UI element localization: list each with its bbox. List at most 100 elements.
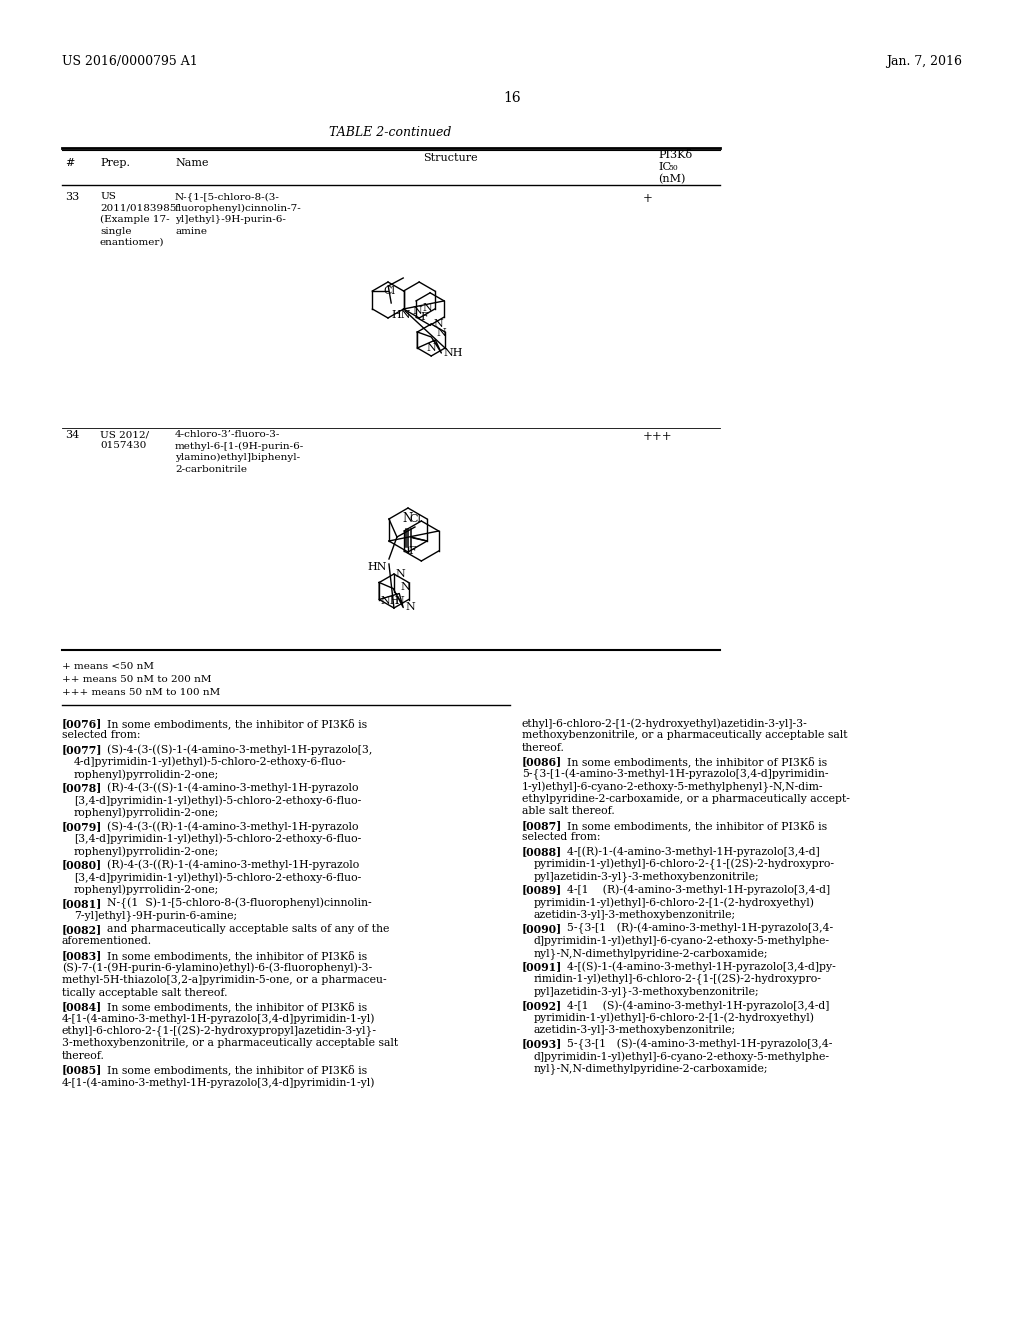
Text: [0085]: [0085]: [62, 1064, 102, 1076]
Text: 4-[(R)-1-(4-amino-3-methyl-1H-pyrazolo[3,4-d]: 4-[(R)-1-(4-amino-3-methyl-1H-pyrazolo[3…: [560, 846, 820, 857]
Text: N-{(1  S)-1-[5-chloro-8-(3-fluorophenyl)cinnolin-: N-{(1 S)-1-[5-chloro-8-(3-fluorophenyl)c…: [100, 898, 372, 909]
Text: [0079]: [0079]: [62, 821, 102, 832]
Text: d]pyrimidin-1-yl)ethyl]-6-cyano-2-ethoxy-5-methylphe-: d]pyrimidin-1-yl)ethyl]-6-cyano-2-ethoxy…: [534, 1051, 830, 1061]
Text: N: N: [413, 306, 422, 315]
Text: (S)-7-(1-(9H-purin-6-ylamino)ethyl)-6-(3-fluorophenyl)-3-: (S)-7-(1-(9H-purin-6-ylamino)ethyl)-6-(3…: [62, 962, 372, 973]
Text: 4-[1-(4-amino-3-methyl-1H-pyrazolo[3,4-d]pyrimidin-1-yl): 4-[1-(4-amino-3-methyl-1H-pyrazolo[3,4-d…: [62, 1014, 376, 1024]
Text: NH: NH: [443, 348, 463, 358]
Text: 4-[(S)-1-(4-amino-3-methyl-1H-pyrazolo[3,4-d]py-: 4-[(S)-1-(4-amino-3-methyl-1H-pyrazolo[3…: [560, 961, 836, 972]
Text: N-{1-[5-chloro-8-(3-
fluorophenyl)cinnolin-7-
yl]ethyl}-9H-purin-6-
amine: N-{1-[5-chloro-8-(3- fluorophenyl)cinnol…: [175, 191, 302, 235]
Text: + means <50 nM: + means <50 nM: [62, 663, 154, 671]
Text: #: #: [65, 158, 75, 168]
Text: In some embodiments, the inhibitor of PI3Kδ is: In some embodiments, the inhibitor of PI…: [100, 718, 368, 729]
Text: thereof.: thereof.: [522, 743, 565, 752]
Text: 4-[1-(4-amino-3-methyl-1H-pyrazolo[3,4-d]pyrimidin-1-yl): 4-[1-(4-amino-3-methyl-1H-pyrazolo[3,4-d…: [62, 1077, 376, 1088]
Text: [0081]: [0081]: [62, 898, 102, 909]
Text: [0087]: [0087]: [522, 820, 562, 832]
Text: 4-d]pyrimidin-1-yl)ethyl)-5-chloro-2-ethoxy-6-fluo-: 4-d]pyrimidin-1-yl)ethyl)-5-chloro-2-eth…: [74, 756, 347, 767]
Text: selected from:: selected from:: [522, 833, 600, 842]
Text: rophenyl)pyrrolidin-2-one;: rophenyl)pyrrolidin-2-one;: [74, 808, 219, 818]
Text: selected from:: selected from:: [62, 730, 140, 741]
Text: [0090]: [0090]: [522, 923, 562, 935]
Text: thereof.: thereof.: [62, 1051, 104, 1061]
Text: Cl: Cl: [384, 286, 395, 296]
Text: In some embodiments, the inhibitor of PI3Kδ is: In some embodiments, the inhibitor of PI…: [100, 1001, 368, 1012]
Text: +: +: [643, 191, 653, 205]
Text: (R)-4-(3-((S)-1-(4-amino-3-methyl-1H-pyrazolo: (R)-4-(3-((S)-1-(4-amino-3-methyl-1H-pyr…: [100, 783, 358, 793]
Text: [3,4-d]pyrimidin-1-yl)ethyl)-5-chloro-2-ethoxy-6-fluo-: [3,4-d]pyrimidin-1-yl)ethyl)-5-chloro-2-…: [74, 795, 361, 805]
Text: [0088]: [0088]: [522, 846, 562, 857]
Text: ethyl]-6-chloro-2-[1-(2-hydroxyethyl)azetidin-3-yl]-3-: ethyl]-6-chloro-2-[1-(2-hydroxyethyl)aze…: [522, 718, 808, 729]
Text: rophenyl)pyrrolidin-2-one;: rophenyl)pyrrolidin-2-one;: [74, 846, 219, 857]
Text: (S)-4-(3-((R)-1-(4-amino-3-methyl-1H-pyrazolo: (S)-4-(3-((R)-1-(4-amino-3-methyl-1H-pyr…: [100, 821, 358, 832]
Text: In some embodiments, the inhibitor of PI3Kδ is: In some embodiments, the inhibitor of PI…: [100, 950, 368, 961]
Text: Cl: Cl: [409, 513, 421, 524]
Text: rophenyl)pyrrolidin-2-one;: rophenyl)pyrrolidin-2-one;: [74, 884, 219, 895]
Text: In some embodiments, the inhibitor of PI3Kδ is: In some embodiments, the inhibitor of PI…: [560, 756, 827, 767]
Text: PI3Kδ: PI3Kδ: [658, 150, 692, 160]
Text: nyl}-N,N-dimethylpyridine-2-carboxamide;: nyl}-N,N-dimethylpyridine-2-carboxamide;: [534, 1064, 768, 1074]
Text: [0092]: [0092]: [522, 1001, 562, 1011]
Text: N: N: [396, 569, 406, 579]
Text: In some embodiments, the inhibitor of PI3Kδ is: In some embodiments, the inhibitor of PI…: [560, 820, 827, 830]
Text: US 2016/0000795 A1: US 2016/0000795 A1: [62, 55, 198, 69]
Text: +++ means 50 nM to 100 nM: +++ means 50 nM to 100 nM: [62, 688, 220, 697]
Text: 4-[1    (R)-(4-amino-3-methyl-1H-pyrazolo[3,4-d]: 4-[1 (R)-(4-amino-3-methyl-1H-pyrazolo[3…: [560, 884, 830, 895]
Text: d]pyrimidin-1-yl)ethyl]-6-cyano-2-ethoxy-5-methylphe-: d]pyrimidin-1-yl)ethyl]-6-cyano-2-ethoxy…: [534, 936, 830, 946]
Text: able salt thereof.: able salt thereof.: [522, 807, 614, 817]
Text: US
2011/0183985
(Example 17-
single
enantiomer): US 2011/0183985 (Example 17- single enan…: [100, 191, 176, 247]
Text: N: N: [426, 343, 436, 352]
Text: 7-yl]ethyl}-9H-purin-6-amine;: 7-yl]ethyl}-9H-purin-6-amine;: [74, 911, 238, 921]
Text: F: F: [420, 312, 428, 322]
Text: ethyl]-6-chloro-2-{1-[(2S)-2-hydroxypropyl]azetidin-3-yl}-: ethyl]-6-chloro-2-{1-[(2S)-2-hydroxyprop…: [62, 1026, 377, 1038]
Text: 16: 16: [503, 91, 521, 106]
Text: N: N: [400, 582, 410, 593]
Text: [0080]: [0080]: [62, 859, 102, 870]
Text: aforementioned.: aforementioned.: [62, 936, 153, 946]
Text: (R)-4-(3-((R)-1-(4-amino-3-methyl-1H-pyrazolo: (R)-4-(3-((R)-1-(4-amino-3-methyl-1H-pyr…: [100, 859, 359, 870]
Text: IC: IC: [658, 162, 671, 172]
Text: HN: HN: [391, 310, 411, 319]
Text: (S)-4-(3-((S)-1-(4-amino-3-methyl-1H-pyrazolo[3,: (S)-4-(3-((S)-1-(4-amino-3-methyl-1H-pyr…: [100, 744, 373, 755]
Text: N: N: [406, 602, 415, 612]
Text: and pharmaceutically acceptable salts of any of the: and pharmaceutically acceptable salts of…: [100, 924, 389, 935]
Text: 34: 34: [65, 430, 79, 440]
Text: HN: HN: [368, 562, 387, 572]
Text: rimidin-1-yl)ethyl]-6-chloro-2-{1-[(2S)-2-hydroxypro-: rimidin-1-yl)ethyl]-6-chloro-2-{1-[(2S)-…: [534, 974, 822, 985]
Text: [0084]: [0084]: [62, 1001, 102, 1012]
Text: N: N: [395, 597, 404, 606]
Text: nyl}-N,N-dimethylpyridine-2-carboxamide;: nyl}-N,N-dimethylpyridine-2-carboxamide;: [534, 948, 768, 958]
Text: In some embodiments, the inhibitor of PI3Kδ is: In some embodiments, the inhibitor of PI…: [100, 1064, 368, 1076]
Text: [0083]: [0083]: [62, 950, 102, 961]
Text: methyl-5H-thiazolo[3,2-a]pyrimidin-5-one, or a pharmaceu-: methyl-5H-thiazolo[3,2-a]pyrimidin-5-one…: [62, 975, 387, 985]
Text: 3-methoxybenzonitrile, or a pharmaceutically acceptable salt: 3-methoxybenzonitrile, or a pharmaceutic…: [62, 1039, 398, 1048]
Text: NH: NH: [380, 597, 399, 606]
Text: N: N: [422, 304, 432, 313]
Text: Name: Name: [175, 158, 209, 168]
Text: 5-{3-[1   (S)-(4-amino-3-methyl-1H-pyrazolo[3,4-: 5-{3-[1 (S)-(4-amino-3-methyl-1H-pyrazol…: [560, 1039, 833, 1049]
Text: pyrimidin-1-yl)ethyl]-6-chloro-2-[1-(2-hydroxyethyl): pyrimidin-1-yl)ethyl]-6-chloro-2-[1-(2-h…: [534, 898, 815, 908]
Text: azetidin-3-yl]-3-methoxybenzonitrile;: azetidin-3-yl]-3-methoxybenzonitrile;: [534, 909, 736, 920]
Text: 4-chloro-3’-fluoro-3-
methyl-6-[1-(9H-purin-6-
ylamino)ethyl]biphenyl-
2-carboni: 4-chloro-3’-fluoro-3- methyl-6-[1-(9H-pu…: [175, 430, 304, 474]
Text: Structure: Structure: [423, 153, 477, 162]
Text: N: N: [436, 327, 446, 338]
Text: [0093]: [0093]: [522, 1039, 562, 1049]
Text: rophenyl)pyrrolidin-2-one;: rophenyl)pyrrolidin-2-one;: [74, 770, 219, 780]
Text: 33: 33: [65, 191, 79, 202]
Text: [0091]: [0091]: [522, 961, 562, 973]
Text: pyl]azetidin-3-yl}-3-methoxybenzonitrile;: pyl]azetidin-3-yl}-3-methoxybenzonitrile…: [534, 871, 760, 882]
Text: [0077]: [0077]: [62, 744, 102, 755]
Text: [0089]: [0089]: [522, 884, 562, 895]
Text: 5-{3-[1-(4-amino-3-methyl-1H-pyrazolo[3,4-d]pyrimidin-: 5-{3-[1-(4-amino-3-methyl-1H-pyrazolo[3,…: [522, 770, 828, 780]
Text: methoxybenzonitrile, or a pharmaceutically acceptable salt: methoxybenzonitrile, or a pharmaceutical…: [522, 730, 848, 741]
Text: 50: 50: [668, 164, 678, 172]
Text: N: N: [402, 512, 413, 525]
Text: pyrimidin-1-yl)ethyl]-6-chloro-2-{1-[(2S)-2-hydroxypro-: pyrimidin-1-yl)ethyl]-6-chloro-2-{1-[(2S…: [534, 858, 835, 870]
Text: [3,4-d]pyrimidin-1-yl)ethyl)-5-chloro-2-ethoxy-6-fluo-: [3,4-d]pyrimidin-1-yl)ethyl)-5-chloro-2-…: [74, 873, 361, 883]
Text: N: N: [433, 319, 443, 329]
Text: [3,4-d]pyrimidin-1-yl)ethyl)-5-chloro-2-ethoxy-6-fluo-: [3,4-d]pyrimidin-1-yl)ethyl)-5-chloro-2-…: [74, 833, 361, 843]
Text: [0086]: [0086]: [522, 756, 562, 767]
Text: [0078]: [0078]: [62, 783, 102, 793]
Text: 5-{3-[1   (R)-(4-amino-3-methyl-1H-pyrazolo[3,4-: 5-{3-[1 (R)-(4-amino-3-methyl-1H-pyrazol…: [560, 923, 834, 935]
Text: TABLE 2-continued: TABLE 2-continued: [329, 125, 452, 139]
